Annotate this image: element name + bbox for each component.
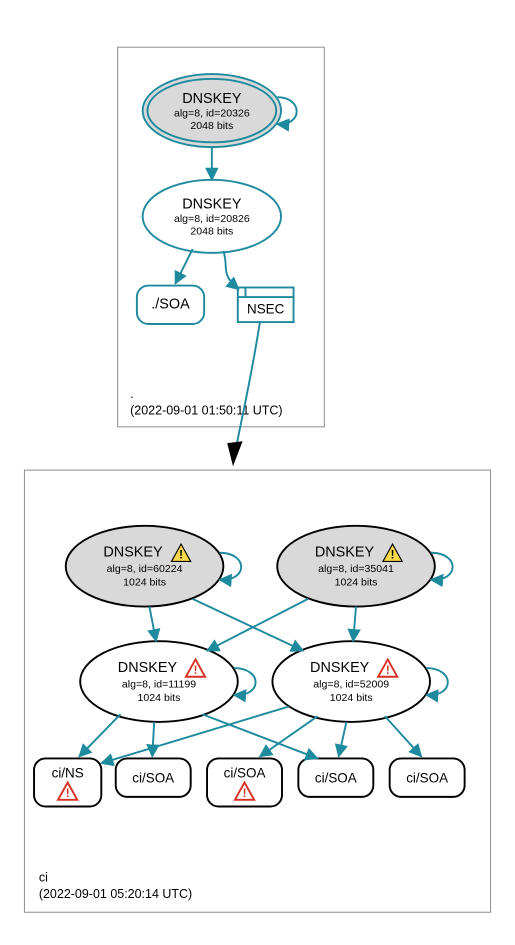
zone1-timestamp: (2022-09-01 01:50:11 UTC) [130, 403, 282, 417]
svg-text:!: ! [179, 550, 183, 562]
svg-text:1024 bits: 1024 bits [123, 576, 166, 588]
node-ci-soa-4: ci/SOA [390, 758, 465, 796]
node-dnskey-root-1: DNSKEY alg=8, id=20326 2048 bits [143, 74, 281, 147]
svg-text:!: ! [194, 665, 198, 677]
svg-text:ci/SOA: ci/SOA [224, 766, 266, 781]
node-ci-soa-2: ci/SOA ! [207, 758, 282, 806]
node-dnskey-ci-c: DNSKEY alg=8, id=11199 1024 bits ! [80, 641, 238, 722]
svg-text:DNSKEY: DNSKEY [182, 197, 242, 213]
svg-text:2048 bits: 2048 bits [190, 120, 233, 132]
svg-text:ci/SOA: ci/SOA [406, 770, 448, 785]
svg-text:ci/SOA: ci/SOA [315, 770, 357, 785]
zone2-timestamp: (2022-09-01 05:20:14 UTC) [39, 887, 192, 901]
svg-text:DNSKEY: DNSKEY [182, 91, 242, 107]
zone2-label: ci [39, 870, 48, 884]
svg-text:DNSKEY: DNSKEY [310, 660, 370, 676]
node-dnskey-ci-d: DNSKEY alg=8, id=52009 1024 bits ! [272, 641, 430, 722]
node-dnskey-root-2: DNSKEY alg=8, id=20826 2048 bits [143, 180, 281, 253]
svg-text:./SOA: ./SOA [151, 297, 190, 313]
svg-text:alg=8, id=52009: alg=8, id=52009 [313, 678, 389, 690]
svg-text:alg=8, id=11199: alg=8, id=11199 [122, 678, 196, 690]
node-dnskey-ci-b: DNSKEY alg=8, id=35041 1024 bits ! [277, 526, 435, 607]
svg-text:!: ! [66, 788, 70, 800]
svg-text:DNSKEY: DNSKEY [103, 545, 163, 561]
svg-text:ci/NS: ci/NS [52, 766, 84, 781]
svg-text:!: ! [243, 788, 247, 800]
edge-nsec-zone2-head [227, 441, 242, 466]
svg-text:alg=8, id=20326: alg=8, id=20326 [174, 107, 250, 119]
svg-text:alg=8, id=35041: alg=8, id=35041 [318, 563, 394, 575]
svg-text:1024 bits: 1024 bits [138, 692, 181, 704]
zone1-label: . [130, 387, 133, 401]
node-ci-soa-1: ci/SOA [116, 758, 191, 796]
node-ci-ns: ci/NS ! [34, 758, 101, 806]
node-nsec: NSEC [238, 287, 294, 322]
svg-text:alg=8, id=60224: alg=8, id=60224 [107, 563, 183, 575]
svg-text:!: ! [386, 665, 390, 677]
node-dnskey-ci-a: DNSKEY alg=8, id=60224 1024 bits ! [66, 526, 224, 607]
node-root-soa: ./SOA [137, 286, 204, 324]
svg-text:1024 bits: 1024 bits [335, 576, 378, 588]
svg-text:!: ! [391, 550, 395, 562]
svg-text:ci/SOA: ci/SOA [132, 770, 174, 785]
svg-text:alg=8, id=20826: alg=8, id=20826 [174, 213, 250, 225]
svg-text:DNSKEY: DNSKEY [315, 545, 375, 561]
node-ci-soa-3: ci/SOA [298, 758, 373, 796]
svg-text:DNSKEY: DNSKEY [118, 660, 178, 676]
svg-text:1024 bits: 1024 bits [330, 692, 373, 704]
svg-text:NSEC: NSEC [247, 301, 285, 316]
svg-text:2048 bits: 2048 bits [190, 226, 233, 238]
